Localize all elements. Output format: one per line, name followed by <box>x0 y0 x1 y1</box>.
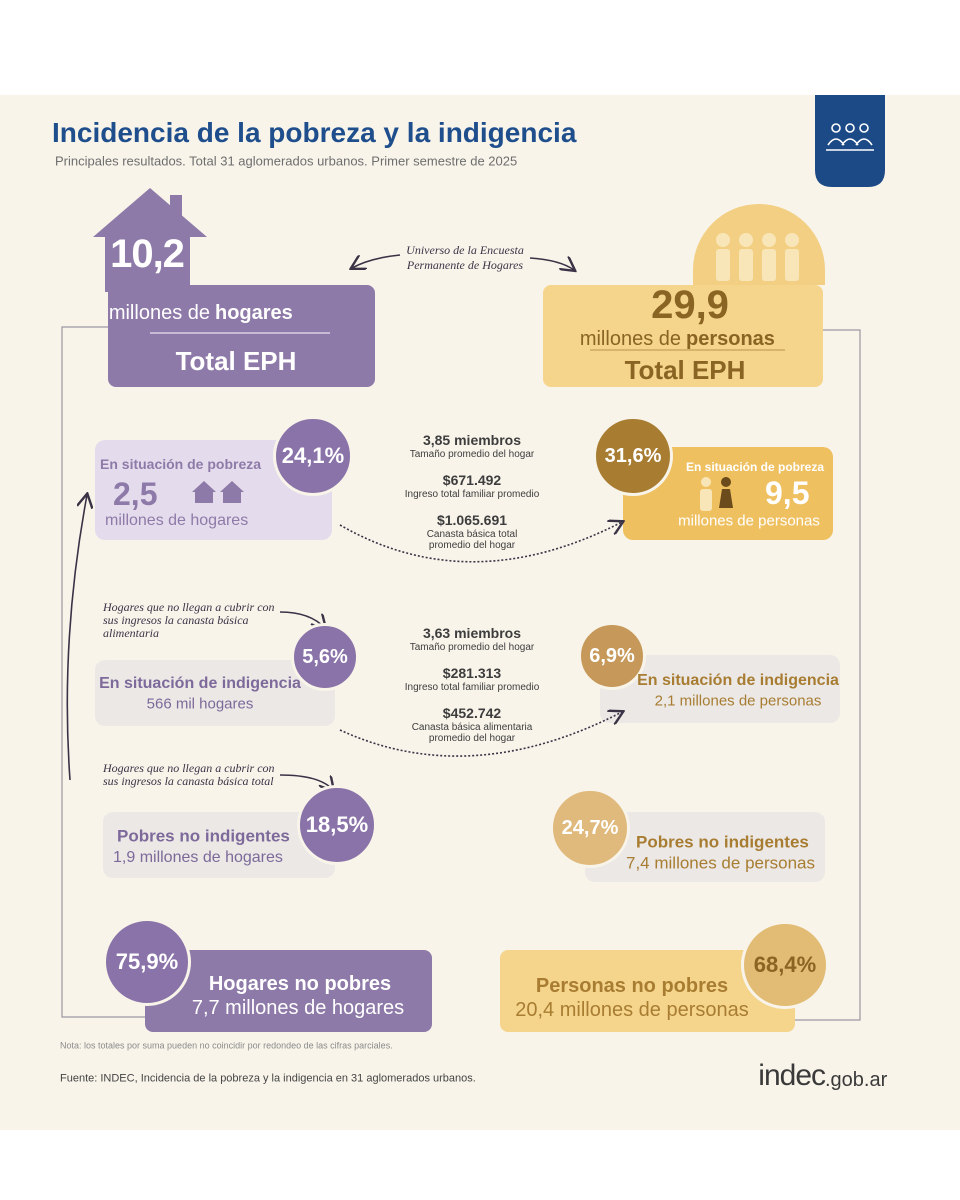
label: En situación de pobreza <box>685 460 825 474</box>
stat-value: $1.065.691 <box>436 512 508 528</box>
total-value: 29,9 <box>651 283 729 327</box>
stat-label: Canasta básica alimentaria <box>411 722 533 733</box>
detail: 1,9 millones de hogares <box>113 849 283 866</box>
total-unit: hogares <box>215 302 293 324</box>
percent-circle: 6,9% <box>578 622 646 690</box>
total-unit: millones de <box>579 328 681 350</box>
footnote: Nota: los totales por suma pueden no coi… <box>60 1040 393 1051</box>
percent-circle: 31,6% <box>593 416 673 496</box>
source: Fuente: INDEC, Incidencia de la pobreza … <box>60 1072 476 1085</box>
title: Incidencia de la pobreza y la indigencia <box>52 117 577 148</box>
stat-value: $281.313 <box>442 665 502 681</box>
annotation: Permanente de Hogares <box>406 258 524 272</box>
percent-circle: 75,9% <box>103 918 191 1006</box>
logo: indec <box>758 1059 826 1092</box>
logo: .gob.ar <box>825 1069 888 1091</box>
total-label: Total EPH <box>175 346 297 376</box>
annotation: Universo de la Encuesta <box>406 243 524 257</box>
label: En situación de indigencia <box>637 672 839 689</box>
detail: 7,7 millones de hogares <box>191 997 405 1019</box>
box <box>103 812 335 878</box>
annotation: alimentaria <box>103 626 159 640</box>
stat-label: Ingreso total familiar promedio <box>404 489 540 500</box>
percent-circle: 24,1% <box>273 416 353 496</box>
label: Personas no pobres <box>535 975 729 997</box>
value: 9,5 <box>765 475 810 511</box>
percent-circle: 68,4% <box>741 921 829 1009</box>
total-value: 10,2 <box>110 232 185 276</box>
stat-label: Canasta básica total <box>426 529 518 540</box>
box <box>600 655 840 723</box>
stat-value: $452.742 <box>442 705 502 721</box>
unit: millones de personas <box>678 512 820 530</box>
box <box>500 950 795 1032</box>
annotation: sus ingresos la canasta básica <box>103 613 249 627</box>
stat-value: 3,85 miembros <box>422 432 522 448</box>
total-unit: millones de <box>108 302 210 324</box>
detail: 2,1 millones de personas <box>654 692 822 710</box>
detail: 7,4 millones de personas <box>626 853 816 873</box>
detail: 20,4 millones de personas <box>515 999 749 1021</box>
detail: 566 mil hogares <box>146 695 254 713</box>
label: Hogares no pobres <box>208 973 392 995</box>
total-label: Total EPH <box>624 355 746 385</box>
box <box>145 950 432 1032</box>
label: En situación de indigencia <box>99 675 301 692</box>
value: 2,5 <box>113 476 158 512</box>
label: En situación de pobreza <box>100 456 262 472</box>
annotation: Hogares que no llegan a cubrir con <box>103 761 275 775</box>
percent-circle: 5,6% <box>291 623 359 691</box>
total-unit: personas <box>686 328 775 350</box>
house-icon <box>192 481 244 503</box>
house-icon <box>93 188 375 387</box>
people-icon <box>700 477 733 511</box>
stat-label: promedio del hogar <box>428 540 516 551</box>
people-icon <box>543 204 825 387</box>
badge-icon <box>826 123 874 151</box>
arrow <box>66 254 622 790</box>
stat-value: 3,63 miembros <box>422 625 522 641</box>
percent-circle: 24,7% <box>550 788 630 868</box>
label: Pobres no indigentes <box>117 826 290 846</box>
badge <box>815 95 885 187</box>
box <box>585 812 825 882</box>
bracket <box>61 326 861 1021</box>
stat-label: Ingreso total familiar promedio <box>404 682 540 693</box>
box <box>95 660 335 726</box>
stat-label: Tamaño promedio del hogar <box>409 642 535 653</box>
annotation: Hogares que no llegan a cubrir con <box>103 600 275 614</box>
subtitle: Principales resultados. Total 31 aglomer… <box>55 153 518 169</box>
stat-value: $671.492 <box>442 472 502 488</box>
stat-label: Tamaño promedio del hogar <box>409 449 535 460</box>
stat-label: promedio del hogar <box>428 733 516 744</box>
percent-circle: 18,5% <box>297 785 377 865</box>
label: Pobres no indigentes <box>636 832 809 852</box>
annotation: sus ingresos la canasta básica total <box>103 774 274 788</box>
unit: millones de hogares <box>105 512 249 529</box>
